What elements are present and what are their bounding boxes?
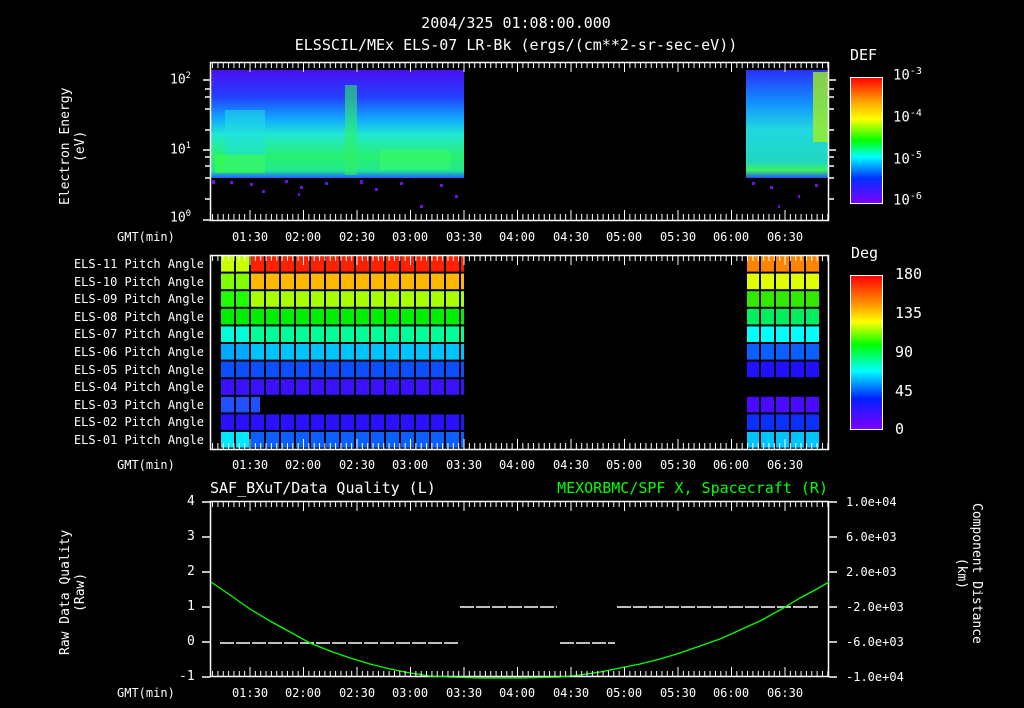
time-tick: 03:00 [391, 230, 429, 244]
distance-ytick: -6.0e+03 [846, 635, 904, 649]
time-tick: 06:30 [766, 230, 804, 244]
def-tick-1e-4: 10-4 [893, 108, 922, 126]
time-tick: 03:30 [445, 686, 483, 700]
plot-title: ELSSCIL/MEx ELS-07 LR-Bk (ergs/(cm**2-sr… [294, 36, 738, 54]
time-tick: 06:00 [712, 458, 750, 472]
time-tick: 04:00 [498, 458, 536, 472]
quality-ytick: 3 [187, 529, 195, 544]
deg-tick-45: 45 [895, 382, 914, 400]
time-tick: 06:30 [766, 686, 804, 700]
energy-ytick-100: 102 [170, 71, 192, 88]
row-label-els-04: ELS-04 Pitch Angle [73, 380, 204, 394]
def-tick-1e-3: 10-3 [893, 66, 922, 84]
row-label-els-05: ELS-05 Pitch Angle [73, 363, 204, 377]
distance-ytick: -2.0e+03 [846, 600, 904, 614]
row-label-els-02: ELS-02 Pitch Angle [73, 415, 204, 429]
row-label-els-06: ELS-06 Pitch Angle [73, 345, 204, 359]
plot-datetime: 2004/325 01:08:00.000 [421, 14, 611, 32]
time-tick: 06:00 [712, 686, 750, 700]
time-tick: 04:00 [498, 230, 536, 244]
time-tick: 04:30 [552, 686, 590, 700]
time-tick: 02:30 [338, 230, 376, 244]
time-tick: 02:30 [338, 686, 376, 700]
time-tick: 05:00 [605, 686, 643, 700]
row-label-els-01: ELS-01 Pitch Angle [73, 433, 204, 447]
quality-ytick: 2 [187, 564, 195, 579]
energy-ytick-1: 100 [170, 209, 192, 226]
time-tick: 03:00 [391, 686, 429, 700]
deg-tick-90: 90 [895, 343, 914, 361]
row-label-els-03: ELS-03 Pitch Angle [73, 398, 204, 412]
row-label-els-07: ELS-07 Pitch Angle [73, 327, 204, 341]
time-tick: 02:00 [284, 686, 322, 700]
gmt-axis-label-2: GMT(min) [117, 458, 175, 472]
deg-tick-135: 135 [895, 304, 923, 322]
gmt-axis-label-3: GMT(min) [117, 686, 175, 700]
time-tick: 05:30 [659, 458, 697, 472]
deg-tick-180: 180 [895, 265, 923, 283]
quality-ytick: -1 [179, 669, 195, 684]
time-tick: 03:30 [445, 230, 483, 244]
time-tick: 05:30 [659, 686, 697, 700]
time-tick: 02:00 [284, 230, 322, 244]
deg-tick-0: 0 [895, 420, 905, 438]
row-label-els-10: ELS-10 Pitch Angle [73, 275, 204, 289]
quality-ytick: 1 [187, 599, 195, 614]
row-label-els-08: ELS-08 Pitch Angle [73, 310, 204, 324]
distance-ytick: 2.0e+03 [846, 565, 897, 579]
panel3-title-right: MEXORBMC/SPF X, Spacecraft (R) [557, 479, 828, 497]
time-tick: 02:00 [284, 458, 322, 472]
time-tick: 01:30 [231, 686, 269, 700]
time-tick: 03:00 [391, 458, 429, 472]
time-tick: 05:30 [659, 230, 697, 244]
quality-ytick: 4 [187, 494, 195, 509]
time-tick: 01:30 [231, 230, 269, 244]
def-colorbar-title: DEF [850, 46, 878, 64]
row-label-els-09: ELS-09 Pitch Angle [73, 292, 204, 306]
energy-ytick-10: 101 [170, 141, 192, 158]
panel3-title-left: SAF_BXuT/Data Quality (L) [210, 479, 436, 497]
def-tick-1e-6: 10-6 [893, 191, 922, 209]
gmt-axis-label-1: GMT(min) [117, 230, 175, 244]
def-tick-1e-5: 10-5 [893, 150, 922, 168]
time-tick: 05:00 [605, 458, 643, 472]
time-tick: 03:30 [445, 458, 483, 472]
row-label-els-11: ELS-11 Pitch Angle [73, 257, 204, 271]
distance-ytick: 1.0e+04 [846, 495, 897, 509]
distance-ytick: -1.0e+04 [846, 670, 904, 684]
time-tick: 06:30 [766, 458, 804, 472]
time-tick: 04:30 [552, 230, 590, 244]
quality-ytick: 0 [187, 634, 195, 649]
time-tick: 04:30 [552, 458, 590, 472]
distance-ytick: 6.0e+03 [846, 530, 897, 544]
time-tick: 02:30 [338, 458, 376, 472]
time-tick: 06:00 [712, 230, 750, 244]
time-tick: 05:00 [605, 230, 643, 244]
deg-colorbar-title: Deg [851, 244, 879, 262]
time-tick: 01:30 [231, 458, 269, 472]
time-tick: 04:00 [498, 686, 536, 700]
